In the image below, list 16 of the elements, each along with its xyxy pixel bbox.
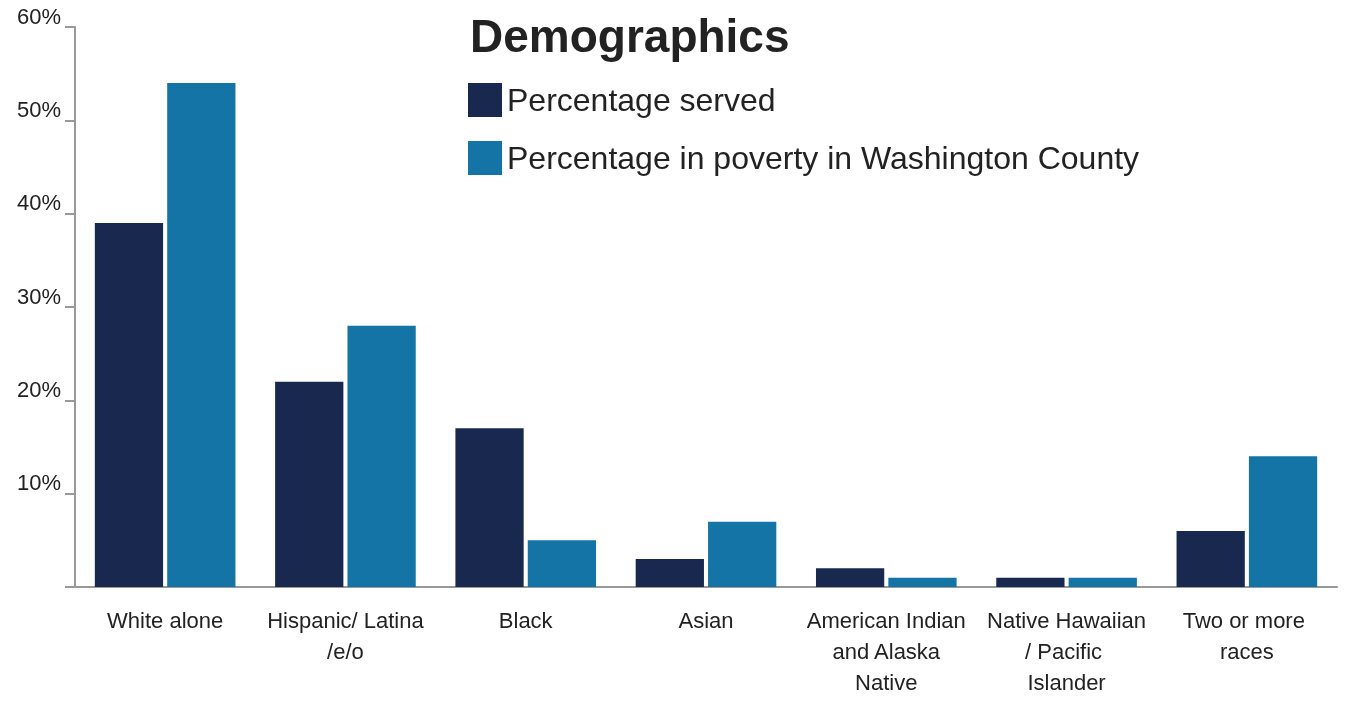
x-tick-label: Hispanic/ Latina/e/o	[267, 608, 425, 664]
y-tick-label: 60%	[16, 3, 61, 29]
x-tick-label: White alone	[107, 608, 224, 633]
chart-title: Demographics	[470, 10, 790, 62]
y-tick-label: 20%	[16, 376, 61, 402]
x-tick-label: Two or more races	[1182, 608, 1312, 664]
y-tick-label: 10%	[16, 470, 61, 496]
y-tick-label: 50%	[16, 96, 61, 122]
x-tick-label: Asian	[678, 608, 734, 633]
y-tick-label: 30%	[16, 283, 61, 309]
x-tick-label: American Indian and Alaska Native	[806, 608, 966, 695]
legend-label: Percentage in poverty in Washington County	[507, 140, 1140, 176]
legend-label: Percentage served	[507, 82, 776, 118]
x-tick-label: Native Hawaiian/ Pacific Islander	[987, 608, 1147, 695]
x-tick-label: Black	[498, 608, 554, 633]
y-tick-label: 40%	[16, 190, 61, 216]
